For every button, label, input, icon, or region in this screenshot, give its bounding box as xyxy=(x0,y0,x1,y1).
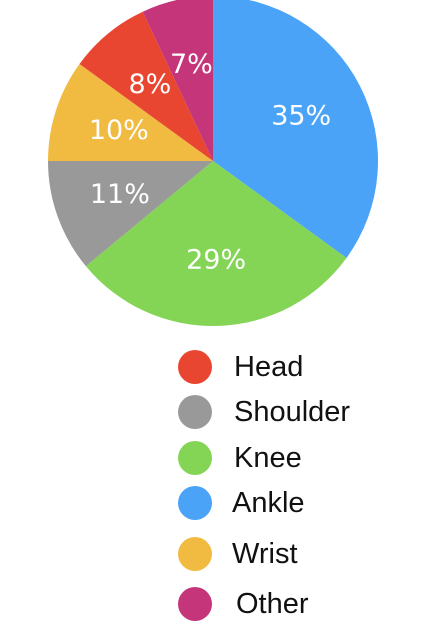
legend-label-wrist: Wrist xyxy=(232,537,298,570)
pie-label-shoulder: 11% xyxy=(90,179,150,210)
legend-label-shoulder: Shoulder xyxy=(234,395,351,428)
legend-item-ankle: Ankle xyxy=(178,485,305,521)
legend-swatch-ankle xyxy=(178,486,212,520)
pie-slice-other xyxy=(142,0,213,161)
pie-label-ankle: 35% xyxy=(271,101,331,132)
pie-slice-ankle xyxy=(213,0,378,258)
legend-item-head: Head xyxy=(178,349,303,385)
legend-label-knee: Knee xyxy=(234,441,302,474)
pie-slice-knee xyxy=(85,161,347,326)
legend-item-wrist: Wrist xyxy=(178,536,298,572)
legend-item-shoulder: Shoulder xyxy=(178,394,350,430)
legend-swatch-knee xyxy=(178,441,212,475)
legend-label-other: Other xyxy=(236,587,309,620)
pie-label-knee: 29% xyxy=(186,244,246,275)
pie-chart: 35% 29% 11% 10% 8%7% xyxy=(47,0,378,326)
pie-slice-head xyxy=(79,11,213,161)
legend-item-other: Other xyxy=(178,586,309,622)
legend-label-head: Head xyxy=(234,350,304,383)
legend-item-knee: Knee xyxy=(178,440,302,476)
pie-label-other: 7% xyxy=(170,49,213,80)
pie-slice-shoulder xyxy=(47,161,213,267)
pie-slices xyxy=(47,0,378,326)
pie-labels: 35% 29% 11% 10% 8%7% xyxy=(89,49,331,276)
legend-swatch-shoulder xyxy=(178,395,212,429)
legend-swatch-head xyxy=(178,350,212,384)
pie-label-wrist: 10% xyxy=(89,115,149,146)
legend-swatch-wrist xyxy=(178,537,212,571)
pie-label-head: 8% xyxy=(128,69,171,100)
legend-swatch-other xyxy=(178,587,212,621)
pie-slice-wrist xyxy=(48,64,213,161)
legend-label-ankle: Ankle xyxy=(232,486,305,519)
